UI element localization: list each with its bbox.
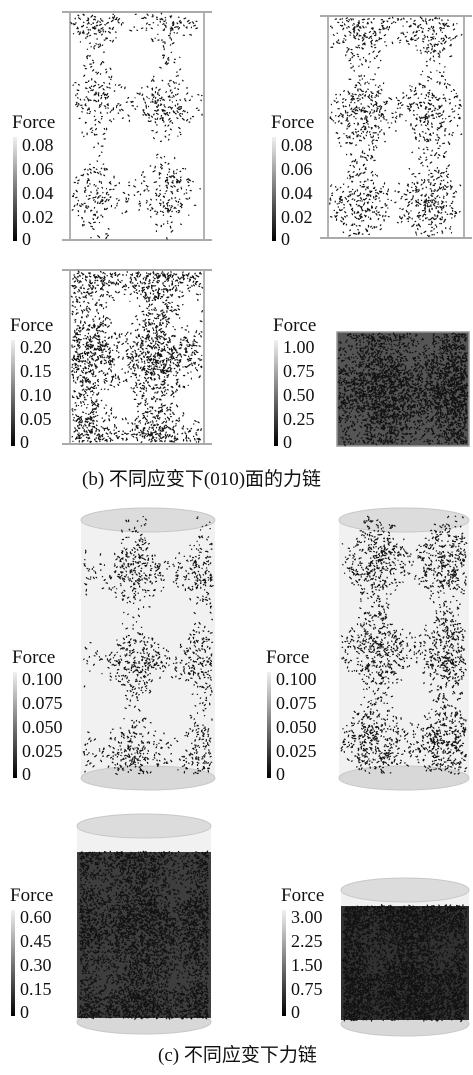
colorbar-b1 — [13, 137, 17, 241]
tick-label: 0.04 — [22, 183, 54, 203]
tick-label: 0 — [22, 229, 31, 249]
tick-label: 0.06 — [22, 159, 54, 179]
tick-label: 0.02 — [22, 207, 54, 227]
tick-label: 0.25 — [283, 409, 315, 429]
legend-title-b3: Force — [10, 315, 54, 336]
tick-label: 0.075 — [276, 693, 317, 713]
tick-label: 0.45 — [20, 931, 52, 951]
tick-label: 0.15 — [20, 361, 52, 381]
tick-label: 0.050 — [276, 717, 317, 737]
force-chain-cylinder-c1 — [80, 507, 216, 791]
colorbar-c3 — [11, 910, 15, 1016]
tick-label: 0.20 — [20, 337, 52, 357]
legend-title-c3: Force — [10, 885, 54, 906]
tick-label: 0.60 — [20, 907, 52, 927]
tick-label: 0.15 — [20, 979, 52, 999]
colorbar-c4 — [282, 910, 286, 1016]
colorbar-b2 — [272, 137, 276, 241]
tick-label: 2.25 — [291, 931, 323, 951]
legend-title-c2: Force — [266, 647, 310, 668]
tick-label: 0.050 — [22, 717, 63, 737]
force-chain-panel-b4 — [336, 331, 470, 447]
colorbar-b4 — [274, 340, 278, 446]
caption-c: (c) 不同应变下力链 — [158, 1045, 317, 1066]
force-chain-panel-b2 — [320, 15, 472, 239]
tick-label: 0 — [283, 432, 292, 452]
caption-b: (b) 不同应变下(010)面的力链 — [82, 469, 322, 490]
tick-label: 0 — [22, 764, 31, 784]
force-chain-cylinder-c3 — [76, 813, 212, 1035]
tick-label: 0.075 — [22, 693, 63, 713]
tick-label: 1.50 — [291, 955, 323, 975]
legend-title-b2: Force — [271, 112, 315, 133]
tick-label: 0 — [276, 764, 285, 784]
tick-label: 0.75 — [291, 979, 323, 999]
tick-label: 0 — [281, 229, 290, 249]
colorbar-b3 — [11, 340, 15, 446]
tick-label: 0.75 — [283, 361, 315, 381]
tick-label: 0.08 — [22, 135, 54, 155]
legend-title-b1: Force — [12, 112, 56, 133]
tick-label: 0.08 — [281, 135, 313, 155]
tick-label: 0 — [291, 1002, 300, 1022]
tick-label: 0.06 — [281, 159, 313, 179]
force-chain-panel-b3 — [62, 269, 212, 445]
tick-label: 0.025 — [22, 741, 63, 761]
tick-label: 0.100 — [22, 669, 63, 689]
tick-label: 0 — [20, 1002, 29, 1022]
tick-label: 0.05 — [20, 409, 52, 429]
tick-label: 0.02 — [281, 207, 313, 227]
tick-label: 0.025 — [276, 741, 317, 761]
tick-label: 1.00 — [283, 337, 315, 357]
tick-label: 0.50 — [283, 385, 315, 405]
tick-label: 3.00 — [291, 907, 323, 927]
colorbar-c1 — [13, 672, 17, 778]
tick-label: 0.10 — [20, 385, 52, 405]
tick-label: 0.04 — [281, 183, 313, 203]
force-chain-cylinder-c4 — [340, 877, 470, 1037]
legend-title-c1: Force — [12, 647, 56, 668]
colorbar-c2 — [267, 672, 271, 778]
legend-title-b4: Force — [273, 315, 317, 336]
force-chain-panel-b1 — [62, 11, 212, 241]
tick-label: 0.100 — [276, 669, 317, 689]
legend-title-c4: Force — [281, 885, 325, 906]
tick-label: 0 — [20, 432, 29, 452]
force-chain-cylinder-c2 — [338, 507, 470, 791]
tick-label: 0.30 — [20, 955, 52, 975]
